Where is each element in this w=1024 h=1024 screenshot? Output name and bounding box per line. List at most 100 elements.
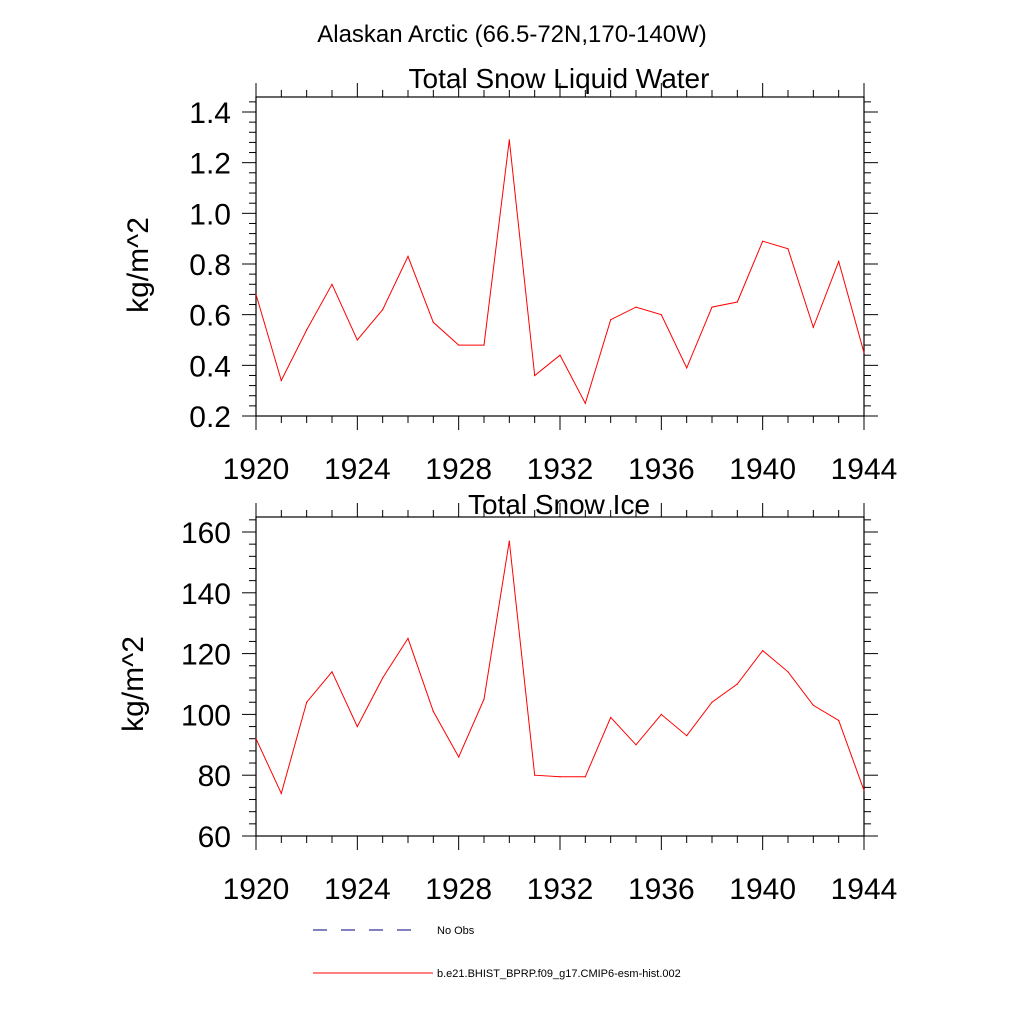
x-tick-label: 1924 xyxy=(324,453,391,486)
data-point xyxy=(382,677,384,679)
data-point xyxy=(534,774,536,776)
y-tick-label: 0.8 xyxy=(189,249,231,282)
data-point xyxy=(483,344,485,346)
x-tick-labels: 1920 1924 1928 1932 1936 1940 1944 xyxy=(223,873,898,906)
data-point xyxy=(432,321,434,323)
data-point xyxy=(812,704,814,706)
data-point xyxy=(356,725,358,728)
data-point xyxy=(660,314,662,316)
y-tick-label: 0.2 xyxy=(189,401,231,434)
x-tick-label: 1932 xyxy=(527,453,594,486)
data-point xyxy=(635,306,637,308)
y-tick-label: 120 xyxy=(181,639,231,672)
data-point xyxy=(458,344,460,346)
x-tick-label: 1944 xyxy=(831,873,898,906)
data-point xyxy=(863,352,865,354)
panel-title: Total Snow Ice xyxy=(468,489,650,520)
panel-snow-ice: Total Snow Ice kg/m^2 60 80 100 120 140 160 1… xyxy=(117,489,897,906)
y-tick-label: 100 xyxy=(181,699,231,732)
panel-snow-liquid-water: Total Snow Liquid Water kg/m^2 0.2 0.4 0.6… xyxy=(122,63,897,486)
data-point xyxy=(508,540,510,542)
data-point xyxy=(559,776,561,778)
tick-marks xyxy=(242,503,878,850)
data-point xyxy=(610,319,612,321)
y-tick-label: 60 xyxy=(198,821,231,854)
y-tick-label: 1.0 xyxy=(189,198,231,231)
data-point xyxy=(534,374,536,377)
data-point xyxy=(306,701,308,703)
x-tick-label: 1940 xyxy=(729,453,796,486)
data-point xyxy=(838,719,840,722)
y-tick-label: 160 xyxy=(181,517,231,550)
data-point xyxy=(660,713,662,716)
x-tick-label: 1924 xyxy=(324,873,391,906)
data-point xyxy=(787,671,789,673)
data-point xyxy=(306,329,308,331)
data-point xyxy=(407,255,409,257)
x-tick-label: 1936 xyxy=(628,453,695,486)
series-group xyxy=(255,540,865,795)
x-tick-label: 1920 xyxy=(223,453,290,486)
panel-title: Total Snow Liquid Water xyxy=(409,63,710,94)
legend: No Obs b.e21.BHIST_BPRP.f09_g17.CMIP6-es… xyxy=(313,925,681,980)
data-point xyxy=(331,671,333,673)
data-point xyxy=(280,792,282,795)
data-point xyxy=(838,260,840,263)
plot-frame xyxy=(255,96,865,417)
data-point xyxy=(255,293,257,295)
y-tick-label: 1.4 xyxy=(189,97,231,130)
legend-label-no-obs: No Obs xyxy=(437,925,475,937)
y-tick-label: 1.2 xyxy=(189,148,231,181)
data-point xyxy=(407,637,409,640)
data-point xyxy=(736,683,738,685)
data-point xyxy=(711,701,713,703)
data-point xyxy=(762,649,764,652)
data-point xyxy=(331,283,333,285)
data-point xyxy=(812,326,814,328)
series-line xyxy=(255,139,865,405)
data-point xyxy=(736,301,738,303)
y-axis-label: kg/m^2 xyxy=(122,217,155,313)
figure-title: Alaskan Arctic (66.5-72N,170-140W) xyxy=(317,21,707,48)
legend-label-model-run: b.e21.BHIST_BPRP.f09_g17.CMIP6-esm-hist.… xyxy=(437,968,681,980)
data-point xyxy=(762,240,764,242)
x-tick-label: 1932 xyxy=(527,873,594,906)
data-point xyxy=(635,744,637,746)
series-line xyxy=(255,541,865,795)
data-point xyxy=(584,776,586,778)
data-point xyxy=(711,306,713,308)
data-point xyxy=(508,139,510,141)
y-tick-labels: 60 80 100 120 140 160 xyxy=(181,517,231,854)
data-point xyxy=(458,756,460,758)
x-tick-label: 1928 xyxy=(425,453,492,486)
x-tick-label: 1936 xyxy=(628,873,695,906)
x-tick-label: 1920 xyxy=(223,873,290,906)
x-tick-label: 1944 xyxy=(831,453,898,486)
data-point xyxy=(559,354,561,356)
y-tick-label: 0.4 xyxy=(189,350,231,383)
data-point xyxy=(356,339,358,341)
y-axis-label: kg/m^2 xyxy=(117,636,150,732)
series-group xyxy=(255,139,865,405)
y-tick-label: 140 xyxy=(181,578,231,611)
x-tick-label: 1928 xyxy=(425,873,492,906)
data-point xyxy=(787,248,789,250)
y-tick-label: 80 xyxy=(198,760,231,793)
x-tick-labels: 1920 1924 1928 1932 1936 1940 1944 xyxy=(223,453,898,486)
y-tick-labels: 0.2 0.4 0.6 0.8 1.0 1.2 1.4 xyxy=(189,97,231,434)
y-tick-label: 0.6 xyxy=(189,300,231,333)
data-point xyxy=(584,402,586,404)
data-point xyxy=(382,309,384,311)
plot-frame xyxy=(255,516,865,837)
data-point xyxy=(686,367,688,369)
data-point xyxy=(432,710,434,712)
data-point xyxy=(280,379,282,382)
x-tick-label: 1940 xyxy=(729,873,796,906)
data-point xyxy=(686,735,688,737)
data-point xyxy=(255,738,257,740)
tick-marks xyxy=(242,83,878,430)
data-point xyxy=(863,789,865,792)
data-point xyxy=(610,716,612,719)
data-point xyxy=(483,698,485,700)
